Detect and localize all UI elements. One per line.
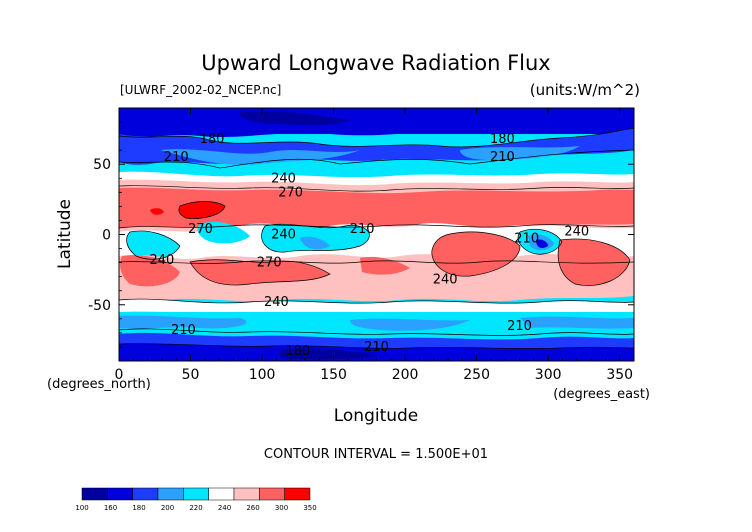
x-tick-label: 50 xyxy=(182,367,200,383)
dataset-name: [ULWRF_2002-02_NCEP.nc] xyxy=(120,83,281,97)
colorbar-swatch xyxy=(107,487,133,501)
contour-label: 240 xyxy=(264,295,289,310)
x-tick-label: 200 xyxy=(392,367,419,383)
colorbar-level-label: 200 xyxy=(161,504,174,512)
contour-label: 180 xyxy=(200,132,225,147)
colorbar-swatch xyxy=(233,487,260,501)
contour-label: 210 xyxy=(364,340,389,355)
contour-label: 240 xyxy=(433,272,458,287)
colorbar-swatch xyxy=(157,487,184,501)
colorbar: 100 160 180 200 220 240 260 300 350 xyxy=(75,487,317,512)
contour-label: 210 xyxy=(164,150,189,165)
contour-label: 210 xyxy=(171,323,196,338)
x-tick-label: 150 xyxy=(320,367,347,383)
colorbar-swatch xyxy=(132,487,159,501)
colorbar-level-label: 180 xyxy=(132,504,145,512)
colorbar-level-label: 300 xyxy=(275,504,288,512)
y-axis-title: Latitude xyxy=(55,199,75,269)
colorbar-level-label: 100 xyxy=(75,504,88,512)
contour-label: 240 xyxy=(271,171,296,186)
contour-label: 210 xyxy=(490,150,515,165)
contour-label: 270 xyxy=(257,256,282,271)
y-unit-note: (degrees_north) xyxy=(47,377,151,392)
colorbar-level-label: 260 xyxy=(246,504,259,512)
y-axis: 50 0 -50 xyxy=(88,121,634,348)
x-tick-label: 100 xyxy=(249,367,276,383)
x-axis-title: Longitude xyxy=(334,406,419,426)
contour-label: 240 xyxy=(150,253,175,268)
x-tick-label: 300 xyxy=(535,367,562,383)
contour-label: 180 xyxy=(490,132,515,147)
contour-label: 210 xyxy=(507,319,532,334)
contour-label: 240 xyxy=(564,225,589,240)
x-axis: 0 50 100 150 200 250 300 350 xyxy=(115,108,633,383)
x-tick-label: 350 xyxy=(606,367,633,383)
y-tick-label: 0 xyxy=(102,228,111,244)
contour-label: 270 xyxy=(278,185,303,200)
y-tick-label: -50 xyxy=(88,298,111,314)
colorbar-swatch xyxy=(183,487,209,501)
contour-label: 270 xyxy=(188,222,213,237)
colorbar-swatch xyxy=(284,487,311,501)
units-label: (units:W/m^2) xyxy=(530,81,640,99)
x-tick-label: 250 xyxy=(463,367,490,383)
contour-label: 210 xyxy=(514,232,539,247)
contour-label: 180 xyxy=(285,344,310,359)
chart-title: Upward Longwave Radiation Flux xyxy=(201,51,550,75)
colorbar-level-label: 220 xyxy=(189,504,202,512)
colorbar-level-label: 160 xyxy=(104,504,117,512)
contour-interval-note: CONTOUR INTERVAL = 1.500E+01 xyxy=(264,447,488,462)
colorbar-swatch xyxy=(259,487,285,501)
x-unit-note: (degrees_east) xyxy=(553,387,650,402)
contour-label: 210 xyxy=(350,222,375,237)
colorbar-level-label: 350 xyxy=(303,504,316,512)
contour-label: 240 xyxy=(271,228,296,243)
y-tick-label: 50 xyxy=(93,157,111,173)
colorbar-swatch xyxy=(208,487,235,501)
colorbar-swatch xyxy=(81,487,108,501)
x-tick-label: 0 xyxy=(115,367,124,383)
colorbar-level-label: 240 xyxy=(218,504,231,512)
